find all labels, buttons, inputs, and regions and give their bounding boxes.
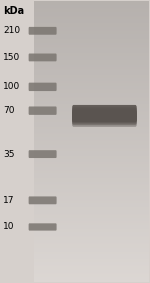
FancyBboxPatch shape (72, 107, 137, 121)
Text: 210: 210 (3, 26, 20, 35)
Text: 100: 100 (3, 82, 20, 91)
FancyBboxPatch shape (29, 150, 57, 158)
Text: 10: 10 (3, 222, 14, 231)
FancyBboxPatch shape (72, 110, 137, 123)
FancyBboxPatch shape (29, 106, 57, 115)
FancyBboxPatch shape (29, 83, 57, 91)
Text: 150: 150 (3, 53, 20, 62)
Text: 70: 70 (3, 106, 14, 115)
FancyBboxPatch shape (29, 223, 57, 231)
Text: kDa: kDa (3, 6, 24, 16)
FancyBboxPatch shape (72, 105, 137, 118)
FancyBboxPatch shape (29, 53, 57, 61)
FancyBboxPatch shape (72, 113, 137, 127)
FancyBboxPatch shape (72, 112, 137, 125)
FancyBboxPatch shape (29, 196, 57, 204)
FancyBboxPatch shape (72, 105, 136, 122)
Text: 35: 35 (3, 150, 14, 158)
Text: 17: 17 (3, 196, 14, 205)
FancyBboxPatch shape (29, 27, 57, 35)
